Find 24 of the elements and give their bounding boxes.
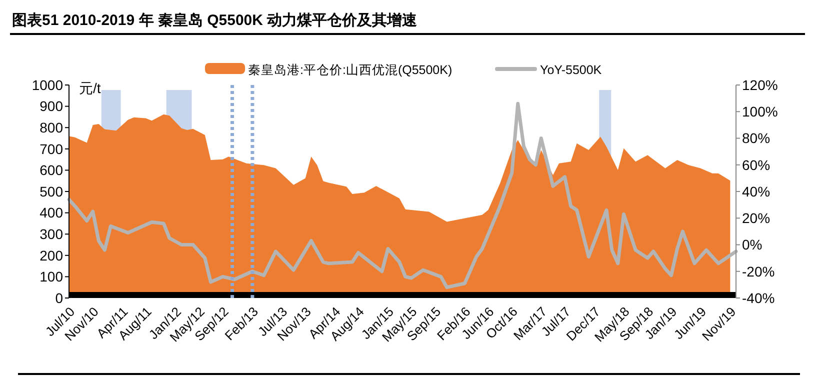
- y-tick-label: 1000: [32, 76, 64, 93]
- chart-title: 图表51 2010-2019 年 秦皇岛 Q5500K 动力煤平仓价及其增速: [12, 12, 418, 29]
- y-tick-label: 400: [40, 204, 64, 221]
- y2-tick-label: 0%: [742, 236, 762, 253]
- y-axis-title: 元/t: [79, 80, 101, 96]
- y2-tick-label: -40%: [742, 290, 775, 306]
- legend-label: 秦皇岛港:平仓价:山西优混(Q5500K): [248, 63, 452, 77]
- y2-tick-label: 80%: [742, 130, 770, 146]
- y2-tick-label: 40%: [742, 183, 770, 200]
- y-tick-label: 300: [40, 226, 64, 242]
- y-tick-label: 0: [55, 290, 64, 306]
- y-tick-label: 100: [40, 268, 64, 285]
- y-tick-label: 700: [40, 140, 64, 157]
- legend-label: YoY-5500K: [540, 63, 602, 77]
- y-tick-label: 200: [40, 247, 64, 264]
- y2-tick-label: 60%: [742, 156, 770, 173]
- y-tick-label: 500: [40, 183, 64, 200]
- y2-tick-label: -20%: [742, 263, 775, 280]
- y-tick-label: 600: [40, 162, 64, 178]
- y-tick-label: 800: [40, 120, 64, 136]
- y2-tick-label: 120%: [742, 76, 778, 93]
- y-tick-label: 900: [40, 98, 64, 114]
- y2-tick-label: 20%: [742, 210, 770, 226]
- y2-tick-label: 100%: [742, 104, 778, 120]
